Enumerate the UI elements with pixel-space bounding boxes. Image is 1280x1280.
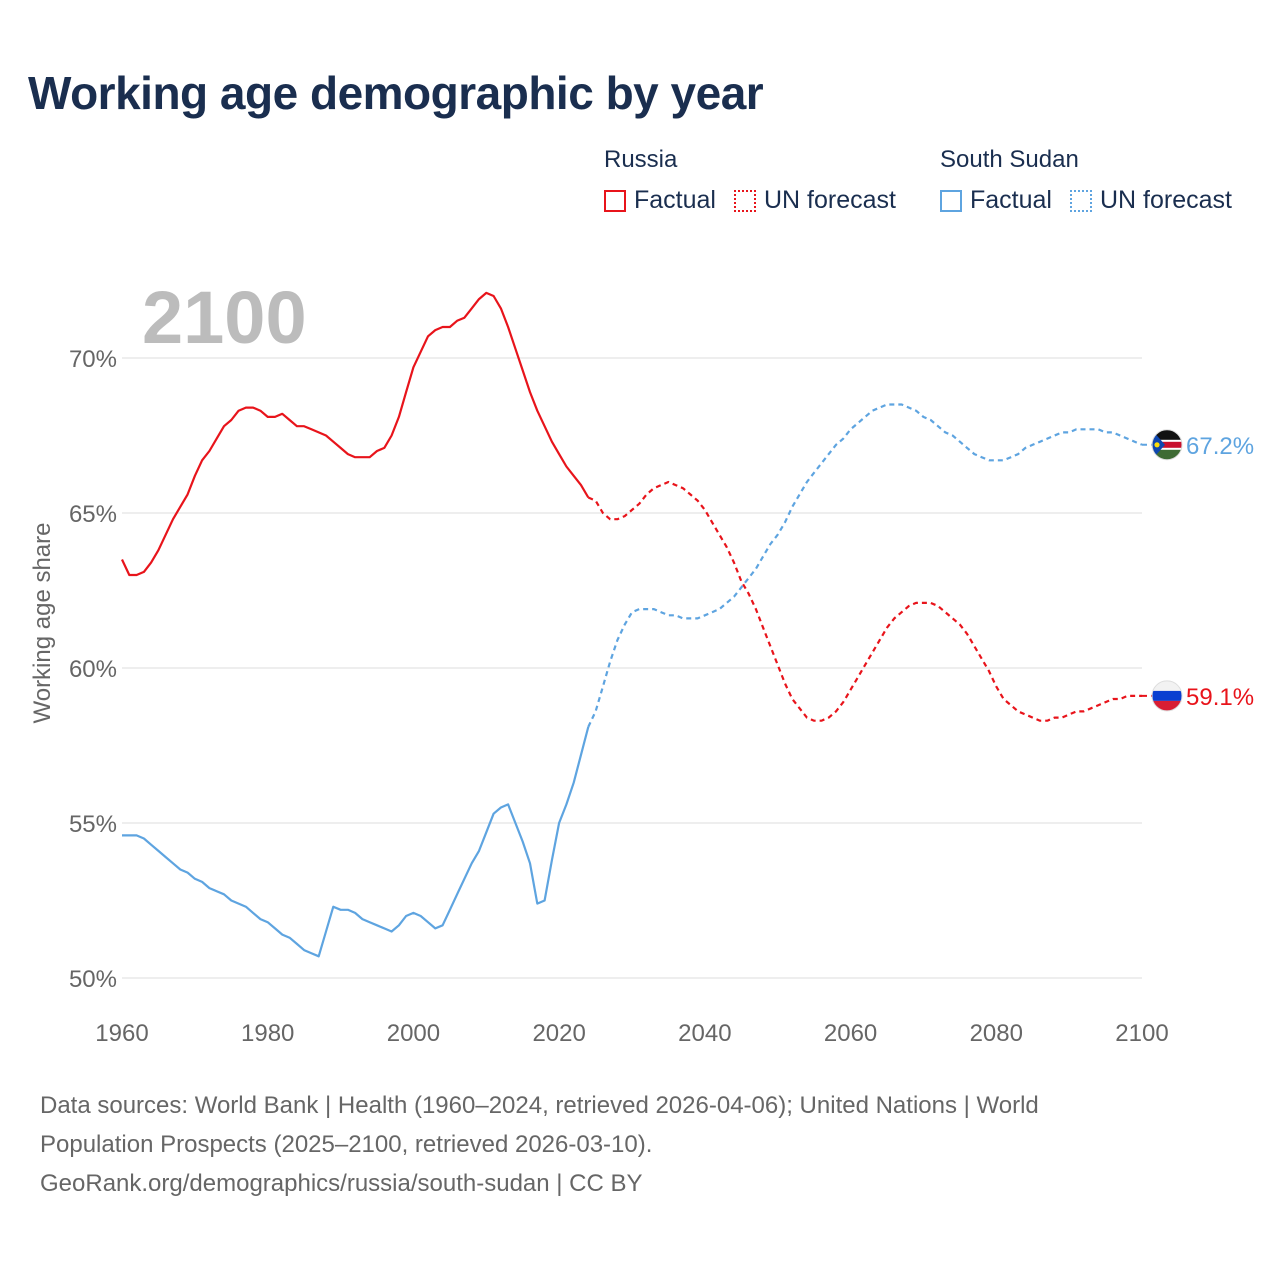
x-tick-label: 2000 [387,1020,440,1047]
x-axis-ticks: 1960 1980 2000 2020 2040 2060 2080 2100 [95,1020,1168,1047]
y-tick-label: 65% [69,501,117,528]
x-tick-label: 2100 [1115,1020,1168,1047]
flag-ring [1151,680,1183,712]
y-axis-label: Working age share [29,523,56,724]
series-line-south_sudan-forecast[interactable] [587,403,1143,728]
y-tick-label: 70% [69,346,117,373]
legend-item-south-sudan-factual[interactable]: Factual [940,186,1052,215]
legend-group-south-sudan: South Sudan Factual UN forecast [940,146,1250,215]
series-line-south_sudan-factual[interactable] [122,726,590,958]
x-tick-label: 2020 [532,1020,585,1047]
x-tick-label: 1980 [241,1020,294,1047]
legend-group-name: South Sudan [940,146,1079,173]
footer-line-3[interactable]: GeoRank.org/demographics/russia/south-su… [40,1170,643,1197]
y-tick-label: 55% [69,811,117,838]
legend-label: Factual [634,186,716,214]
flag-ring [1151,429,1183,461]
footer-source: Data sources: World Bank | Health (1960–… [40,1086,1220,1203]
legend-item-russia-forecast[interactable]: UN forecast [733,186,896,215]
legend-group-russia: Russia Factual UN forecast [604,146,914,215]
legend-item-south-sudan-forecast[interactable]: UN forecast [1069,186,1232,215]
legend-swatch-solid [940,189,962,212]
y-axis-ticks: 50% 55% 60% 65% 70% [69,346,117,993]
x-tick-label: 2080 [970,1020,1023,1047]
x-tick-label: 2040 [678,1020,731,1047]
legend-label: Factual [970,186,1052,214]
series-line-russia-forecast[interactable] [587,480,1142,722]
series-lines [121,291,1143,958]
end-value-label-russia: 59.1% [1186,684,1254,711]
end-value-label-south_sudan: 67.2% [1186,433,1254,460]
legend-swatch-dotted [733,189,756,212]
legend-swatch-solid [604,189,626,212]
russia-flag-icon [1152,680,1182,711]
series-line-russia-factual[interactable] [121,291,590,577]
legend-group-name: Russia [604,146,678,173]
legend-label: UN forecast [763,186,896,214]
legend-label: UN forecast [1099,186,1232,214]
x-tick-label: 1960 [95,1020,148,1047]
end-markers: 59.1% 67.2% [1142,429,1254,712]
chart-title: Working age demographic by year [28,67,764,119]
grid-lines [122,357,1142,979]
footer-line-2: Population Prospects (2025–2100, retriev… [40,1131,653,1158]
y-tick-label: 60% [69,656,117,683]
x-tick-label: 2060 [824,1020,877,1047]
legend-item-russia-factual[interactable]: Factual [604,186,716,215]
footer-line-1: Data sources: World Bank | Health (1960–… [40,1092,1039,1119]
y-tick-label: 50% [69,966,117,993]
year-watermark: 2100 [142,276,307,359]
legend-swatch-dotted [1069,189,1092,212]
south-sudan-flag-icon [1152,429,1182,460]
line-chart: 2100 50% 55% 60% 65% 70% 1960 1980 2000 2020 204… [29,276,1254,1047]
